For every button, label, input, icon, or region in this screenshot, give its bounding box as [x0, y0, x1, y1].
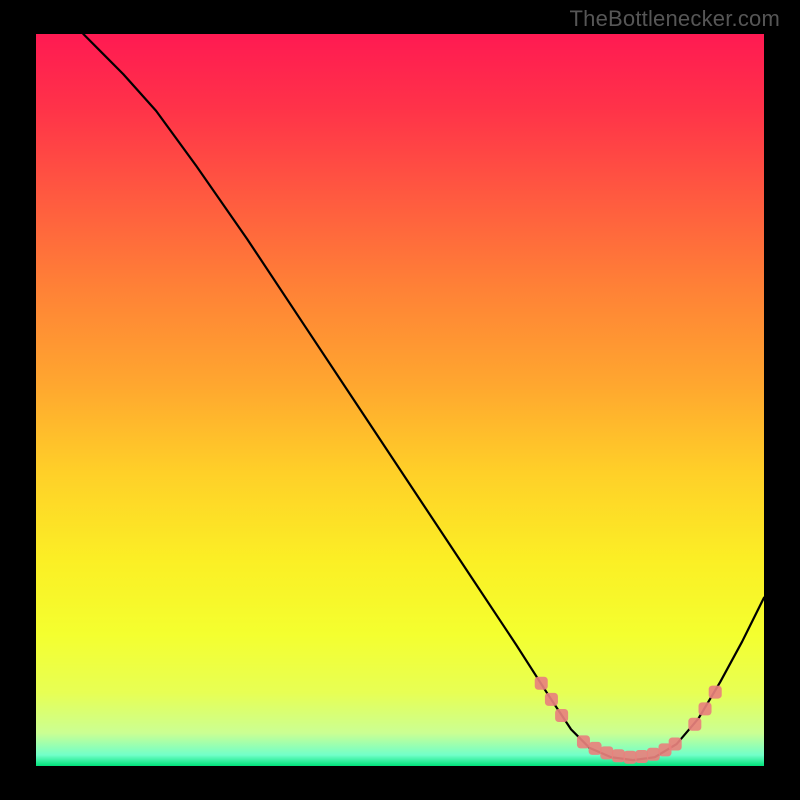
watermark-text: TheBottlenecker.com: [570, 6, 780, 32]
highlight-marker: [669, 738, 682, 751]
highlight-markers: [535, 677, 722, 764]
highlight-marker: [647, 748, 660, 761]
highlight-marker: [709, 686, 722, 699]
highlight-marker: [699, 702, 712, 715]
highlight-marker: [612, 749, 625, 762]
bottleneck-curve: [83, 34, 764, 760]
plot-area: [36, 34, 764, 766]
highlight-marker: [555, 709, 568, 722]
highlight-marker: [600, 746, 613, 759]
highlight-marker: [577, 735, 590, 748]
highlight-marker: [535, 677, 548, 690]
chart-stage: TheBottlenecker.com: [0, 0, 800, 800]
highlight-marker: [635, 750, 648, 763]
chart-svg: [36, 34, 764, 766]
highlight-marker: [624, 751, 637, 764]
highlight-marker: [589, 742, 602, 755]
highlight-marker: [545, 693, 558, 706]
highlight-marker: [688, 718, 701, 731]
